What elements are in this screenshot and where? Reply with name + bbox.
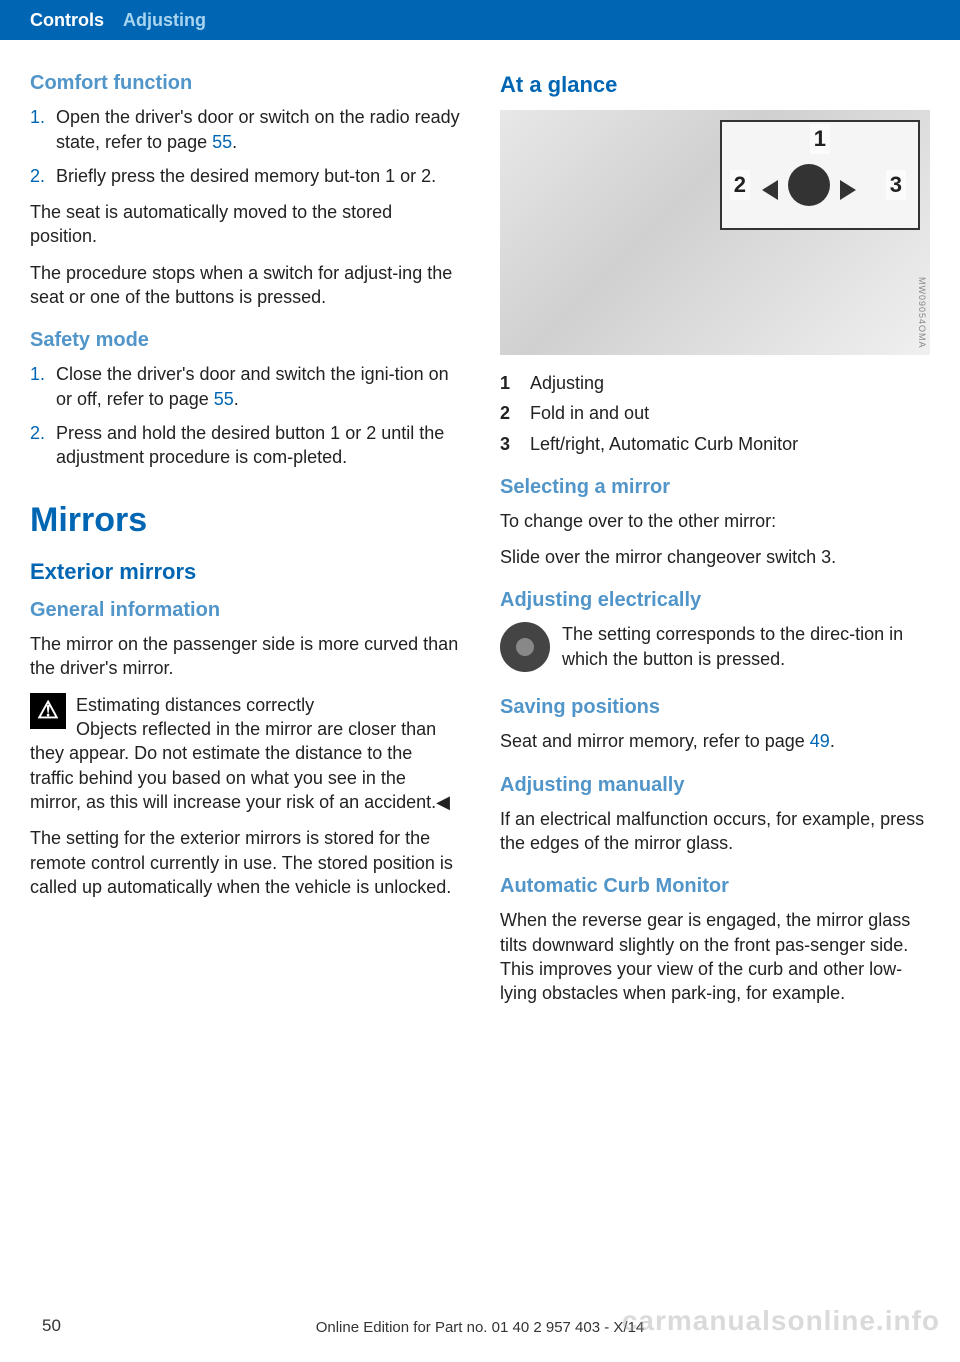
header-section: Controls <box>30 10 104 30</box>
figure-label-2: 2 <box>730 170 750 200</box>
warning-icon: ⚠ <box>30 693 66 729</box>
list-num: 1. <box>30 362 56 411</box>
legend-num: 2 <box>500 401 530 425</box>
watermark: carmanualsonline.info <box>622 1302 940 1340</box>
adjusting-manually-heading: Adjusting manually <box>500 772 930 799</box>
adj-elec-block: The setting corresponds to the direc‐tio… <box>500 622 930 671</box>
safety-title: Safety mode <box>30 327 460 354</box>
adjusting-electrically-heading: Adjusting electrically <box>500 587 930 614</box>
list-text: Briefly press the desired memory but‐ton… <box>56 164 436 188</box>
legend-label: Fold in and out <box>530 401 649 425</box>
joystick-icon <box>788 164 830 206</box>
right-column: At a glance 1 2 3 MW09054OMA 1 Adjusting… <box>500 70 930 1017</box>
list-item: 2. Briefly press the desired memory but‐… <box>30 164 460 188</box>
warning-body: Objects reflected in the mirror are clos… <box>30 719 450 812</box>
left-column: Comfort function 1. Open the driver's do… <box>30 70 460 1017</box>
comfort-title: Comfort function <box>30 70 460 97</box>
legend: 1 Adjusting 2 Fold in and out 3 Left/rig… <box>500 371 930 456</box>
para: To change over to the other mirror: <box>500 509 930 533</box>
para: If an electrical malfunction occurs, for… <box>500 807 930 856</box>
page-link[interactable]: 55 <box>212 132 232 152</box>
warning-title: Estimating distances correctly <box>76 695 314 715</box>
at-a-glance-heading: At a glance <box>500 70 930 100</box>
para: The procedure stops when a switch for ad… <box>30 261 460 310</box>
para: Seat and mirror memory, refer to page 49… <box>500 729 930 753</box>
list-num: 1. <box>30 105 56 154</box>
para: The mirror on the passenger side is more… <box>30 632 460 681</box>
para: The seat is automatically moved to the s… <box>30 200 460 249</box>
para: The setting for the exterior mirrors is … <box>30 826 460 899</box>
list-num: 2. <box>30 164 56 188</box>
para: Slide over the mirror changeover switch … <box>500 545 930 569</box>
figure-id: MW09054OMA <box>916 277 928 349</box>
mirror-control-figure: 1 2 3 MW09054OMA <box>500 110 930 355</box>
comfort-list: 1. Open the driver's door or switch on t… <box>30 105 460 188</box>
list-item: 2. Press and hold the desired button 1 o… <box>30 421 460 470</box>
legend-label: Left/right, Automatic Curb Monitor <box>530 432 798 456</box>
list-num: 2. <box>30 421 56 470</box>
exterior-mirrors-heading: Exterior mirrors <box>30 557 460 587</box>
selecting-mirror-heading: Selecting a mirror <box>500 474 930 501</box>
legend-num: 3 <box>500 432 530 456</box>
general-info-heading: General information <box>30 597 460 624</box>
dpad-icon <box>500 622 550 672</box>
figure-label-3: 3 <box>886 170 906 200</box>
safety-list: 1. Close the driver's door and switch th… <box>30 362 460 469</box>
legend-item: 3 Left/right, Automatic Curb Monitor <box>500 432 930 456</box>
list-item: 1. Close the driver's door and switch th… <box>30 362 460 411</box>
figure-label-1: 1 <box>810 124 830 154</box>
content-area: Comfort function 1. Open the driver's do… <box>0 40 960 1017</box>
list-item: 1. Open the driver's door or switch on t… <box>30 105 460 154</box>
list-text: Close the driver's door and switch the i… <box>56 362 460 411</box>
arrow-right-icon <box>840 180 856 200</box>
legend-num: 1 <box>500 371 530 395</box>
mirrors-heading: Mirrors <box>30 498 460 544</box>
page-link[interactable]: 49 <box>810 731 830 751</box>
legend-label: Adjusting <box>530 371 604 395</box>
legend-item: 2 Fold in and out <box>500 401 930 425</box>
para: The setting corresponds to the direc‐tio… <box>562 624 903 668</box>
header-subsection: Adjusting <box>123 10 206 30</box>
header-bar: Controls Adjusting <box>0 0 960 40</box>
curb-monitor-heading: Automatic Curb Monitor <box>500 873 930 900</box>
list-text: Press and hold the desired button 1 or 2… <box>56 421 460 470</box>
page-link[interactable]: 55 <box>214 389 234 409</box>
arrow-left-icon <box>762 180 778 200</box>
legend-item: 1 Adjusting <box>500 371 930 395</box>
list-text: Open the driver's door or switch on the … <box>56 105 460 154</box>
warning-box: ⚠ Estimating distances correctly Objects… <box>30 693 460 814</box>
saving-positions-heading: Saving positions <box>500 694 930 721</box>
para: When the reverse gear is engaged, the mi… <box>500 908 930 1005</box>
